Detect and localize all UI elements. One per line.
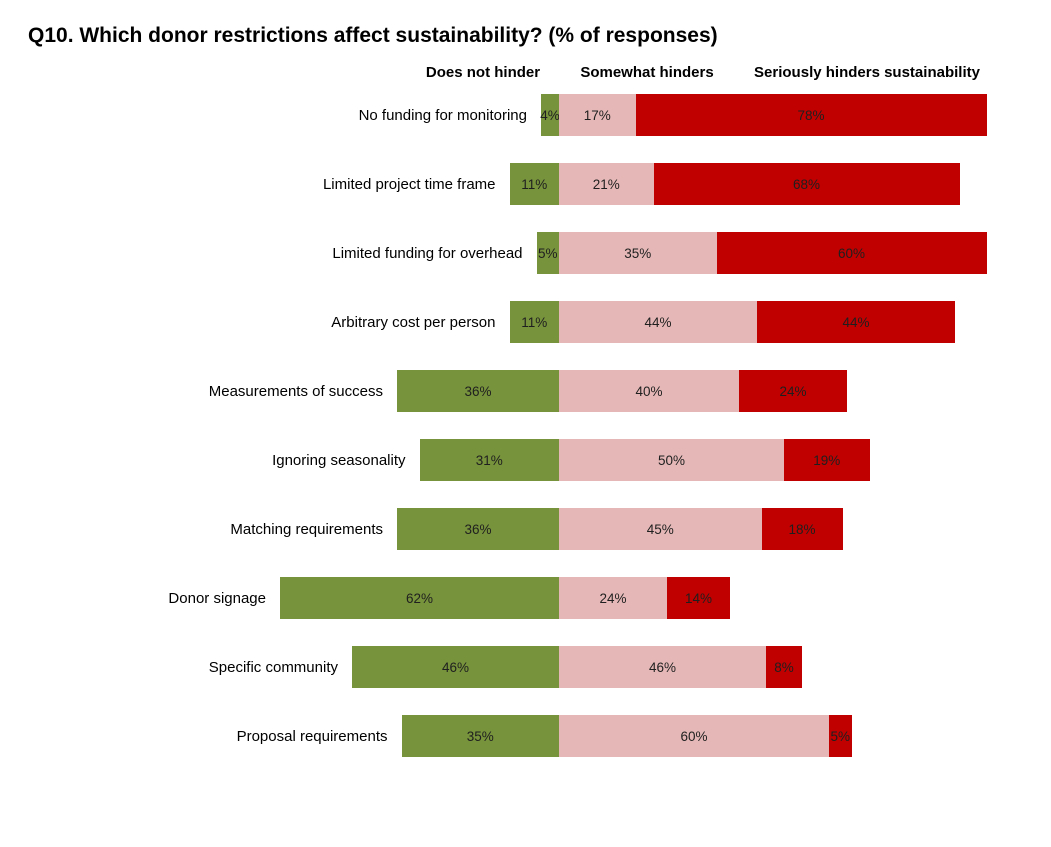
value-label: 19% [813,452,841,468]
segment-does-not-hinder: 36% [397,508,559,550]
chart-row-arbitrary-cost-per-person: Arbitrary cost per person 11% 44% 44% [0,301,1051,343]
chart-row-specific-community: Specific community 46% 46% 8% [0,646,1051,688]
segment-somewhat-hinders: 21% [559,163,654,205]
value-label: 35% [466,728,494,744]
segment-seriously-hinders: 60% [716,232,987,274]
segment-does-not-hinder: 11% [509,163,559,205]
value-label: 68% [792,176,821,192]
chart-row-limited-project-time-frame: Limited project time frame 11% 21% 68% [0,163,1051,205]
series-header-does-not-hinder: Does not hinder [425,64,541,81]
chart-row-no-funding-for-monitoring: No funding for monitoring 4% 17% 78% [0,94,1051,136]
value-label: 11% [521,176,548,192]
value-label: 5% [830,728,850,744]
category-label: Donor signage [168,589,266,607]
segment-does-not-hinder: 5% [536,232,559,274]
chart-row-measurements-of-success: Measurements of success 36% 40% 24% [0,370,1051,412]
segment-does-not-hinder: 4% [540,94,560,136]
category-label: Proposal requirements [236,727,388,745]
category-label: Measurements of success [208,382,383,400]
segment-somewhat-hinders: 40% [559,370,739,412]
value-label: 45% [646,521,674,537]
value-label: 35% [624,245,652,261]
value-label: 17% [583,107,611,123]
segment-does-not-hinder: 11% [509,301,559,343]
value-label: 46% [648,659,677,675]
chart-row-proposal-requirements: Proposal requirements 35% 60% 5% [0,715,1051,757]
segment-seriously-hinders: 24% [739,370,847,412]
category-label: Limited project time frame [322,175,496,193]
value-label: 36% [464,383,492,399]
category-label: Matching requirements [230,520,383,538]
segment-seriously-hinders: 68% [653,163,960,205]
segment-does-not-hinder: 31% [419,439,559,481]
value-label: 44% [644,314,672,330]
value-label: 62% [405,590,434,606]
chart-row-donor-signage: Donor signage 62% 24% 14% [0,577,1051,619]
segment-seriously-hinders: 78% [635,94,987,136]
value-label: 14% [684,590,713,606]
segment-does-not-hinder: 35% [401,715,559,757]
segment-seriously-hinders: 5% [829,715,852,757]
chart-title: Q10. Which donor restrictions affect sus… [28,24,718,47]
value-label: 46% [441,659,470,675]
segment-does-not-hinder: 36% [397,370,559,412]
segment-somewhat-hinders: 50% [559,439,784,481]
segment-does-not-hinder: 46% [352,646,559,688]
value-label: 4% [540,107,560,123]
value-label: 21% [592,176,620,192]
category-label: Limited funding for overhead [332,244,523,262]
segment-seriously-hinders: 18% [761,508,843,550]
value-label: 24% [779,383,807,399]
segment-seriously-hinders: 8% [766,646,802,688]
category-label: Arbitrary cost per person [331,313,496,331]
segment-does-not-hinder: 62% [280,577,559,619]
value-label: 50% [657,452,686,468]
chart-row-matching-requirements: Matching requirements 36% 45% 18% [0,508,1051,550]
segment-somewhat-hinders: 24% [559,577,667,619]
category-label: No funding for monitoring [358,106,527,124]
segment-seriously-hinders: 14% [667,577,730,619]
value-label: 31% [475,452,503,468]
series-header-seriously-hinders: Seriously hinders sustainability [754,64,980,81]
value-label: 78% [797,107,825,123]
segment-somewhat-hinders: 35% [559,232,717,274]
value-label: 60% [680,728,708,744]
value-label: 8% [774,659,794,675]
value-label: 36% [464,521,492,537]
value-label: 11% [521,314,548,330]
segment-somewhat-hinders: 46% [559,646,766,688]
category-label: Ignoring seasonality [272,451,406,469]
segment-somewhat-hinders: 45% [559,508,762,550]
segment-seriously-hinders: 19% [784,439,870,481]
value-label: 40% [635,383,663,399]
segment-somewhat-hinders: 44% [559,301,757,343]
value-label: 60% [837,245,866,261]
series-header-somewhat-hinders: Somewhat hinders [580,64,714,81]
value-label: 44% [842,314,870,330]
chart-row-ignoring-seasonality: Ignoring seasonality 31% 50% 19% [0,439,1051,481]
segment-somewhat-hinders: 60% [559,715,829,757]
segment-seriously-hinders: 44% [757,301,955,343]
value-label: 24% [599,590,627,606]
value-label: 5% [537,245,558,261]
segment-somewhat-hinders: 17% [559,94,636,136]
value-label: 18% [788,521,816,537]
category-label: Specific community [208,658,338,676]
chart-row-limited-funding-for-overhead: Limited funding for overhead 5% 35% 60% [0,232,1051,274]
